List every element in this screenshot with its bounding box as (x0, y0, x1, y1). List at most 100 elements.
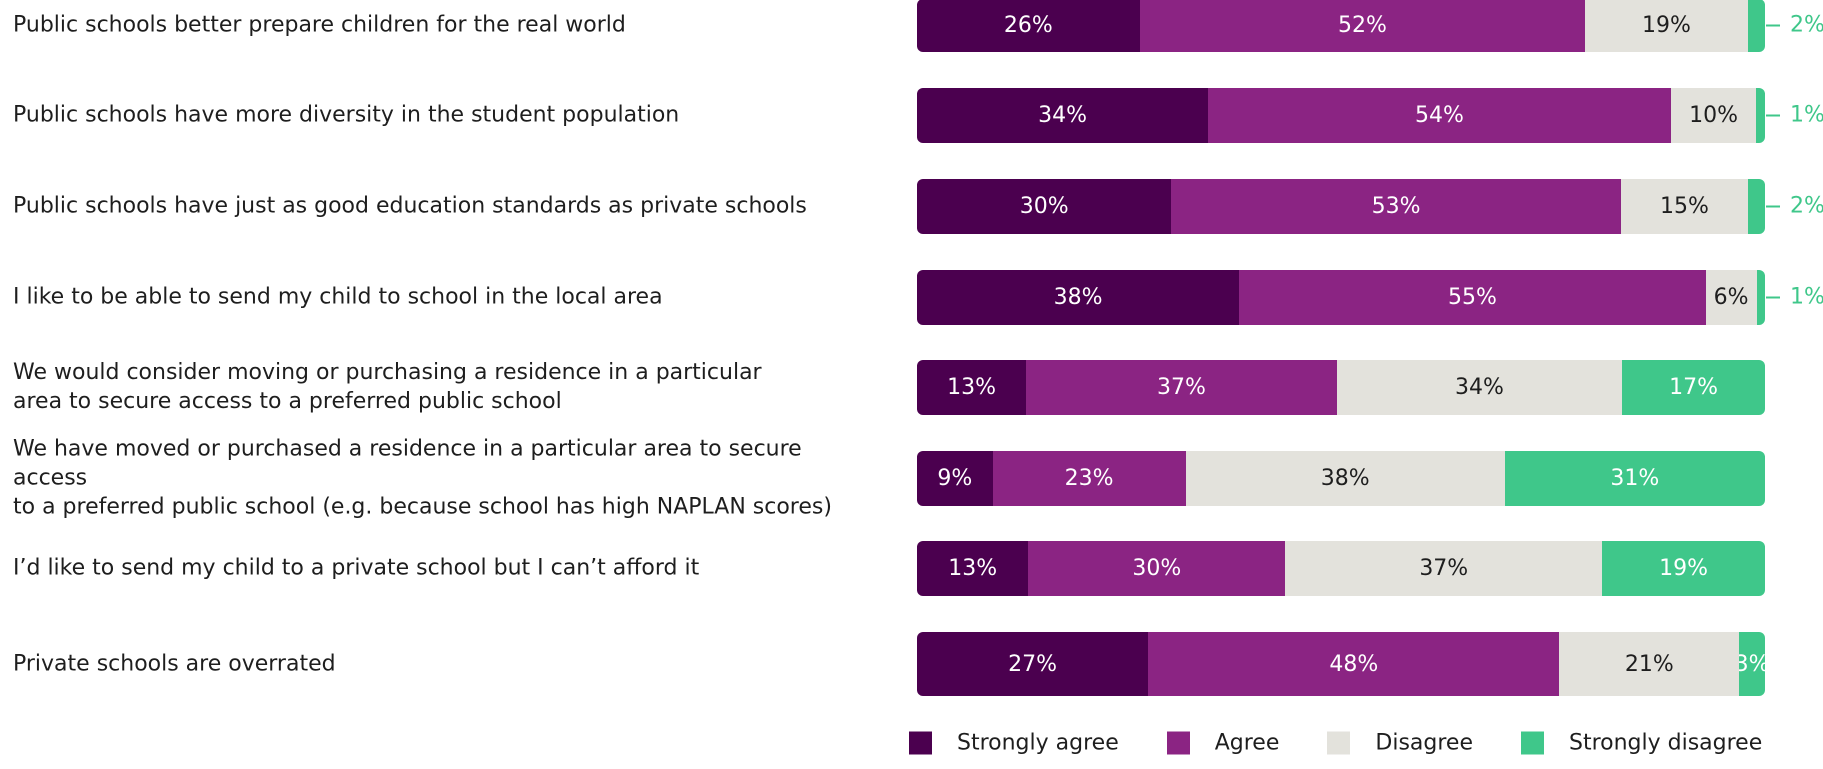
bar-row: 13% 37% 34% 17% (917, 359, 1765, 415)
bar-segment-strongly-agree: 34% (917, 87, 1209, 143)
data-label: 19% (1642, 12, 1691, 38)
bar-segment-agree: 30% (1028, 540, 1286, 596)
data-label: 1% (1790, 102, 1823, 128)
data-label: 23% (1064, 465, 1114, 491)
outside-data-label: 1% (1766, 103, 1823, 128)
row-label: We have moved or purchased a residence i… (13, 436, 832, 520)
legend-item-agree: Agree (1166, 730, 1280, 756)
bar-row: 34% 54% 10% (917, 87, 1765, 143)
legend-label: Strongly disagree (1568, 730, 1763, 756)
bar-segment-strongly-disagree: 17% (1622, 359, 1765, 415)
data-label: 2% (1790, 12, 1823, 38)
bar-segment-disagree: 19% (1585, 0, 1748, 52)
legend-item-strongly-disagree: Strongly disagree (1520, 730, 1763, 756)
bar-segment-strongly-agree: 38% (917, 269, 1240, 325)
data-label: 38% (1053, 284, 1103, 310)
row-label: Public schools have just as good educati… (13, 193, 807, 219)
data-label: 30% (1019, 193, 1069, 219)
bar-segment-agree: 37% (1026, 359, 1337, 415)
legend-swatch (1166, 731, 1190, 755)
bar-segment-strongly-agree: 13% (917, 359, 1027, 415)
bar-row: 13% 30% 37% 19% (917, 540, 1765, 596)
leader-line (1766, 205, 1780, 207)
legend-label: Agree (1214, 730, 1280, 756)
data-label: 52% (1337, 12, 1387, 38)
legend-label: Disagree (1375, 730, 1473, 756)
bar-row: 26% 52% 19% (917, 0, 1765, 52)
data-label: 6% (1713, 284, 1749, 310)
bar-segment-strongly-agree: 26% (917, 0, 1140, 52)
bar-segment-strongly-disagree (1748, 178, 1765, 234)
data-label: 30% (1132, 555, 1182, 581)
bar-segment-disagree: 38% (1185, 450, 1505, 506)
bar-row: 27% 48% 21% 3% (917, 632, 1765, 696)
data-label: 27% (1008, 651, 1058, 677)
bar-segment-agree: 52% (1139, 0, 1586, 52)
bar-row: 30% 53% 15% (917, 178, 1765, 234)
data-label: 15% (1659, 193, 1709, 219)
row-label: I’d like to send my child to a private s… (13, 555, 700, 581)
bar-segment-strongly-agree: 9% (917, 450, 993, 506)
outside-data-label: 2% (1766, 13, 1823, 38)
data-label: 55% (1447, 284, 1497, 310)
bar-segment-strongly-disagree (1747, 0, 1765, 52)
row-label: I like to be able to send my child to sc… (13, 284, 663, 310)
data-label: 2% (1790, 193, 1823, 219)
data-label: 13% (948, 555, 998, 581)
bar-segment-disagree: 10% (1670, 87, 1757, 143)
bar-segment-disagree: 34% (1336, 359, 1623, 415)
data-label: 9% (937, 465, 973, 491)
bar-segment-disagree: 37% (1285, 540, 1603, 596)
bar-segment-disagree: 6% (1705, 269, 1757, 325)
row-label: Public schools have more diversity in th… (13, 102, 680, 128)
data-label: 34% (1038, 102, 1088, 128)
bar-segment-agree: 54% (1208, 87, 1671, 143)
row-label: We would consider moving or purchasing a… (13, 360, 762, 414)
bar-segment-agree: 48% (1148, 632, 1560, 696)
legend-swatch (1327, 731, 1351, 755)
data-label: 26% (1003, 12, 1053, 38)
data-label: 37% (1419, 555, 1469, 581)
bar-segment-strongly-agree: 13% (917, 540, 1029, 596)
bar-segment-disagree: 15% (1620, 178, 1749, 234)
data-label: 48% (1329, 651, 1379, 677)
outside-data-label: 2% (1766, 194, 1823, 219)
data-label: 21% (1624, 651, 1674, 677)
bar-segment-strongly-disagree: 19% (1602, 540, 1765, 596)
data-label: 10% (1689, 102, 1739, 128)
legend: Strongly agree Agree Disagree Strongly disa… (909, 731, 1762, 756)
outside-data-label: 1% (1766, 285, 1823, 310)
data-label: 53% (1371, 193, 1421, 219)
legend-swatch (909, 731, 932, 755)
legend-swatch (1520, 731, 1544, 755)
bar-segment-agree: 53% (1171, 178, 1621, 234)
leader-line (1766, 24, 1780, 26)
bar-row: 9% 23% 38% 31% (917, 450, 1765, 506)
data-label: 17% (1669, 374, 1719, 400)
leader-line (1766, 296, 1780, 298)
data-label: 38% (1320, 465, 1370, 491)
bar-segment-strongly-disagree: 3% (1739, 632, 1765, 696)
data-label: 3% (1739, 651, 1765, 677)
data-label: 34% (1455, 374, 1504, 400)
bar-segment-agree: 23% (992, 450, 1186, 506)
bar-segment-strongly-agree: 27% (917, 632, 1149, 696)
data-label: 31% (1610, 465, 1660, 491)
legend-item-disagree: Disagree (1327, 731, 1473, 756)
data-label: 1% (1790, 284, 1823, 310)
legend-label: Strongly agree (957, 730, 1119, 756)
data-label: 19% (1659, 555, 1709, 581)
bar-segment-strongly-agree: 30% (917, 178, 1172, 234)
bar-segment-agree: 55% (1239, 269, 1706, 325)
row-label: Private schools are overrated (13, 651, 336, 677)
row-label: Public schools better prepare children f… (13, 12, 626, 38)
legend-item-strongly-agree: Strongly agree (909, 731, 1119, 756)
bar-segment-disagree: 21% (1559, 632, 1740, 696)
bar-segment-strongly-disagree (1756, 87, 1765, 143)
bar-segment-strongly-disagree (1756, 269, 1765, 325)
leader-line (1766, 114, 1780, 116)
data-label: 13% (947, 374, 997, 400)
bar-row: 38% 55% 6% (917, 269, 1765, 325)
data-label: 37% (1157, 374, 1206, 400)
